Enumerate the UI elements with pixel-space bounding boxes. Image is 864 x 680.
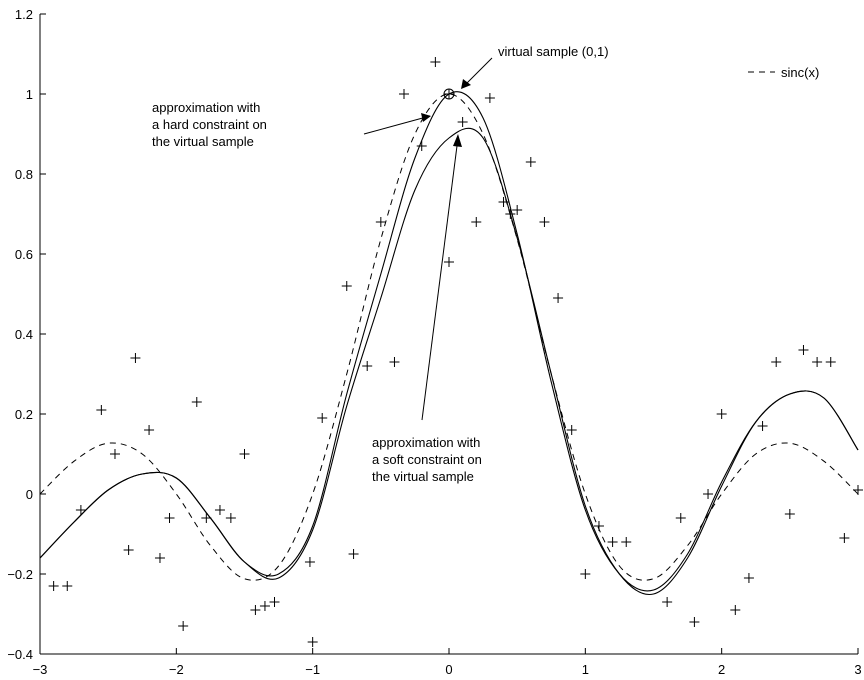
x-tick-label: 2 bbox=[718, 662, 725, 677]
sample-point bbox=[812, 357, 823, 367]
sample-point bbox=[304, 557, 315, 567]
x-tick-label: 3 bbox=[854, 662, 861, 677]
sample-point bbox=[457, 117, 468, 127]
y-tick-label: 0.8 bbox=[15, 167, 33, 182]
sample-point bbox=[593, 521, 604, 531]
sample-point bbox=[96, 405, 107, 415]
sample-point bbox=[375, 217, 386, 227]
sample-point bbox=[191, 397, 202, 407]
sample-point bbox=[214, 505, 225, 515]
legend-label-sinc: sinc(x) bbox=[781, 65, 819, 80]
annotation-hard-constraint-arrow bbox=[363, 115, 431, 135]
sample-point bbox=[675, 513, 686, 523]
sample-point bbox=[621, 537, 632, 547]
sample-point bbox=[757, 421, 768, 431]
annotation-virtual-sample: virtual sample (0,1) bbox=[461, 44, 609, 89]
sample-point bbox=[201, 513, 212, 523]
sample-point bbox=[389, 357, 400, 367]
sample-point bbox=[798, 345, 809, 355]
annotations: virtual sample (0,1) approximation with … bbox=[152, 44, 609, 484]
sample-point bbox=[825, 357, 836, 367]
sample-point bbox=[239, 449, 250, 459]
sample-point bbox=[416, 141, 427, 151]
sample-point bbox=[259, 601, 270, 611]
sample-point bbox=[607, 537, 618, 547]
sample-point bbox=[348, 549, 359, 559]
sample-point bbox=[250, 605, 261, 615]
tick-group: −0.4 −0.2 0 0.2 0.4 0.6 0.8 1 1.2 −3 −2 −1 0 1 2 3 bbox=[7, 7, 861, 677]
y-tick-label: 0.4 bbox=[15, 327, 33, 342]
sample-point bbox=[566, 425, 577, 435]
y-tick-label: 1.2 bbox=[15, 7, 33, 22]
sample-point bbox=[505, 209, 516, 219]
sample-point bbox=[269, 597, 280, 607]
sample-point bbox=[430, 57, 441, 67]
sample-point bbox=[225, 513, 236, 523]
y-tick-label: 0.6 bbox=[15, 247, 33, 262]
sample-point bbox=[444, 257, 454, 267]
sample-point bbox=[130, 353, 141, 363]
sample-point bbox=[580, 569, 591, 579]
sample-point bbox=[123, 545, 134, 555]
legend: sinc(x) bbox=[748, 65, 819, 80]
sample-point bbox=[662, 597, 673, 607]
sample-markers bbox=[48, 57, 863, 647]
annotation-soft-constraint-text: approximation with a soft constraint on … bbox=[372, 435, 485, 484]
sample-point bbox=[164, 513, 175, 523]
x-tick-label: −2 bbox=[169, 662, 184, 677]
series-group bbox=[39, 91, 859, 596]
sample-point bbox=[399, 89, 410, 99]
annotation-soft-constraint-arrow bbox=[421, 137, 459, 421]
sample-point bbox=[317, 413, 328, 423]
sample-point bbox=[716, 409, 727, 419]
annotation-virtual-sample-text: virtual sample (0,1) bbox=[498, 44, 609, 59]
sample-point bbox=[341, 281, 352, 291]
y-tick-label: −0.2 bbox=[7, 567, 33, 582]
soft-constraint-curve bbox=[39, 127, 859, 596]
y-tick-label: −0.4 bbox=[7, 647, 33, 662]
sample-point bbox=[75, 505, 86, 515]
sample-point bbox=[730, 605, 741, 615]
x-tick-label: −3 bbox=[33, 662, 48, 677]
annotation-virtual-sample-arrowhead bbox=[461, 79, 471, 89]
y-tick-label: 1 bbox=[26, 87, 33, 102]
sample-point bbox=[853, 485, 863, 495]
virtual-sample-marker bbox=[443, 88, 455, 100]
sample-point bbox=[144, 425, 155, 435]
sample-point bbox=[362, 361, 373, 371]
sample-point bbox=[784, 509, 795, 519]
sample-point bbox=[743, 573, 754, 583]
x-tick-label: 1 bbox=[582, 662, 589, 677]
sample-point bbox=[839, 533, 850, 543]
sample-point bbox=[525, 157, 536, 167]
sample-point bbox=[471, 217, 482, 227]
sample-point bbox=[512, 205, 523, 215]
annotation-soft-constraint-arrowhead bbox=[453, 134, 462, 147]
sample-point bbox=[109, 449, 120, 459]
sample-point bbox=[178, 621, 189, 631]
sample-point bbox=[307, 637, 318, 647]
x-tick-label: 0 bbox=[445, 662, 452, 677]
annotation-soft-constraint: approximation with a soft constraint on … bbox=[372, 134, 485, 484]
sample-point bbox=[498, 197, 509, 207]
sample-point bbox=[703, 489, 714, 499]
sample-point bbox=[553, 293, 564, 303]
sample-point bbox=[48, 581, 59, 591]
sample-point bbox=[771, 357, 782, 367]
annotation-hard-constraint: approximation with a hard constraint on … bbox=[152, 100, 431, 149]
y-tick-label: 0 bbox=[26, 487, 33, 502]
sample-point bbox=[154, 553, 165, 563]
y-tick-label: 0.2 bbox=[15, 407, 33, 422]
x-tick-label: −1 bbox=[305, 662, 320, 677]
annotation-hard-constraint-arrowhead bbox=[421, 113, 431, 122]
annotation-hard-constraint-text: approximation with a hard constraint on … bbox=[152, 100, 271, 149]
sample-point bbox=[62, 581, 73, 591]
sample-point bbox=[539, 217, 550, 227]
sample-point bbox=[484, 93, 495, 103]
sample-point bbox=[689, 617, 700, 627]
